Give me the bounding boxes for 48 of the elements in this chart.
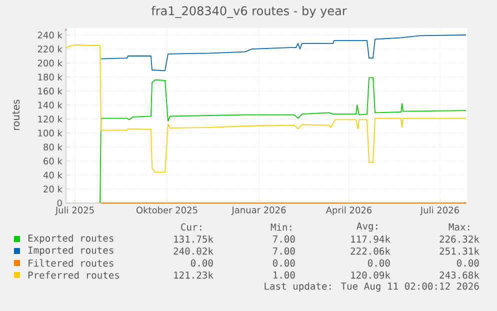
y-tick-label: 240 k	[38, 32, 62, 38]
legend-label: Imported routes	[28, 246, 114, 256]
text: 226.32k	[440, 235, 480, 243]
text: 7.00	[273, 247, 295, 255]
text: Max:	[448, 223, 470, 231]
y-tick-label: 100 k	[38, 130, 62, 136]
text: 243.68k	[440, 271, 480, 279]
x-tick-label: Januar 2026	[231, 206, 286, 216]
line-series	[100, 34, 466, 72]
y-tick-label: 80 k	[44, 144, 62, 150]
text: 222.06k	[350, 247, 390, 255]
text: 117.94k	[351, 235, 390, 243]
y-tick-label: 0	[57, 200, 62, 206]
text: 0.00	[272, 259, 295, 267]
text: Min:	[270, 223, 292, 231]
x-tick-label: Oktober 2025	[136, 206, 198, 214]
y-tick-label: 140 k	[38, 102, 62, 108]
y-tick-label: 40 k	[43, 172, 62, 178]
text: 121.23k	[174, 271, 214, 279]
y-tick-label: 20 k	[44, 186, 62, 192]
text: 240.02k	[174, 247, 214, 255]
legend-label: Exported routes	[28, 234, 114, 244]
line-series	[100, 77, 466, 204]
text: Cur:	[181, 223, 202, 231]
legend-label: Filtered routes	[28, 259, 114, 267]
text: 120.09k	[351, 271, 390, 279]
text: 0.00	[456, 259, 479, 267]
text: 7.00	[273, 235, 295, 243]
text: 131.75k	[174, 235, 214, 243]
y-tick-label: 180 k	[38, 74, 62, 80]
legend-label: Preferred routes	[28, 271, 120, 279]
text: Last update: Tue Aug 11 02:00:12 2026	[264, 282, 479, 292]
y-tick-label: 60 k	[44, 158, 62, 164]
y-axis-title: routes	[12, 100, 20, 130]
y-tick-label: 200 k	[38, 60, 62, 66]
y-tick-label: 220 k	[38, 46, 62, 52]
text: 0.00	[190, 259, 213, 267]
chart-title: fra1_208340_v6 routes - by year	[151, 6, 347, 18]
x-tick-label: April 2026	[326, 206, 372, 216]
text: 1.00	[274, 271, 295, 279]
text: 251.31k	[440, 247, 480, 255]
line-series	[66, 44, 466, 173]
y-tick-label: 120 k	[38, 116, 62, 122]
x-tick-label: Juli 2025	[54, 206, 94, 216]
y-tick-label: 160 k	[38, 88, 62, 94]
x-tick-label: Juli 2026	[420, 206, 459, 216]
text: Avg:	[356, 222, 378, 232]
text: 0.00	[368, 259, 390, 267]
